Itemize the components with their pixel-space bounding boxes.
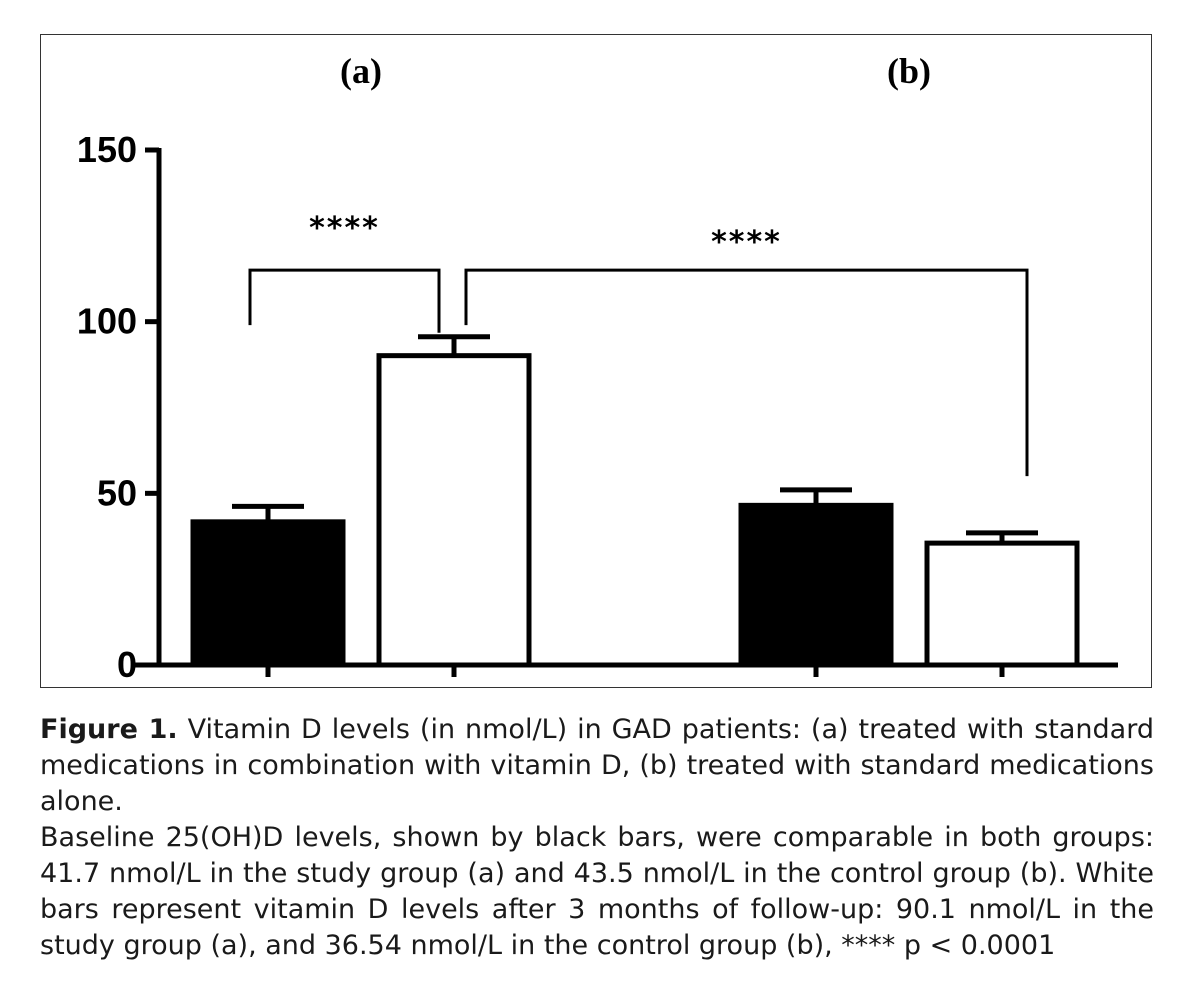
bar-group-a [190, 519, 346, 668]
figure-caption: Figure 1. Vitamin D levels (in nmol/L) i… [40, 712, 1154, 964]
caption-note: Baseline 25(OH)D levels, shown by black … [40, 822, 1154, 961]
bar-chart: 0 50 100 150 (a) (b) **** **** [77, 51, 1118, 685]
bar-group-a [376, 353, 532, 668]
chart-frame: 0 50 100 150 (a) (b) **** **** [40, 34, 1152, 688]
caption-main: Figure 1. Vitamin D levels (in nmol/L) i… [40, 712, 1154, 820]
figure-description: Vitamin D levels (in nmol/L) in GAD pati… [40, 714, 1154, 817]
y-tick-label: 100 [77, 301, 137, 342]
y-tick-label: 150 [77, 129, 137, 170]
significance-label: **** [309, 211, 380, 246]
y-tick-label: 50 [97, 472, 137, 513]
significance-bracket [464, 268, 1029, 477]
significance-label: **** [711, 225, 782, 260]
bar-group-b [924, 540, 1080, 668]
group-label: (b) [887, 51, 931, 91]
group-label: (a) [340, 51, 382, 91]
y-tick-label: 0 [117, 644, 137, 685]
figure-label: Figure 1. [40, 714, 178, 745]
bar-group-b [738, 502, 894, 668]
significance-bracket [248, 268, 441, 333]
